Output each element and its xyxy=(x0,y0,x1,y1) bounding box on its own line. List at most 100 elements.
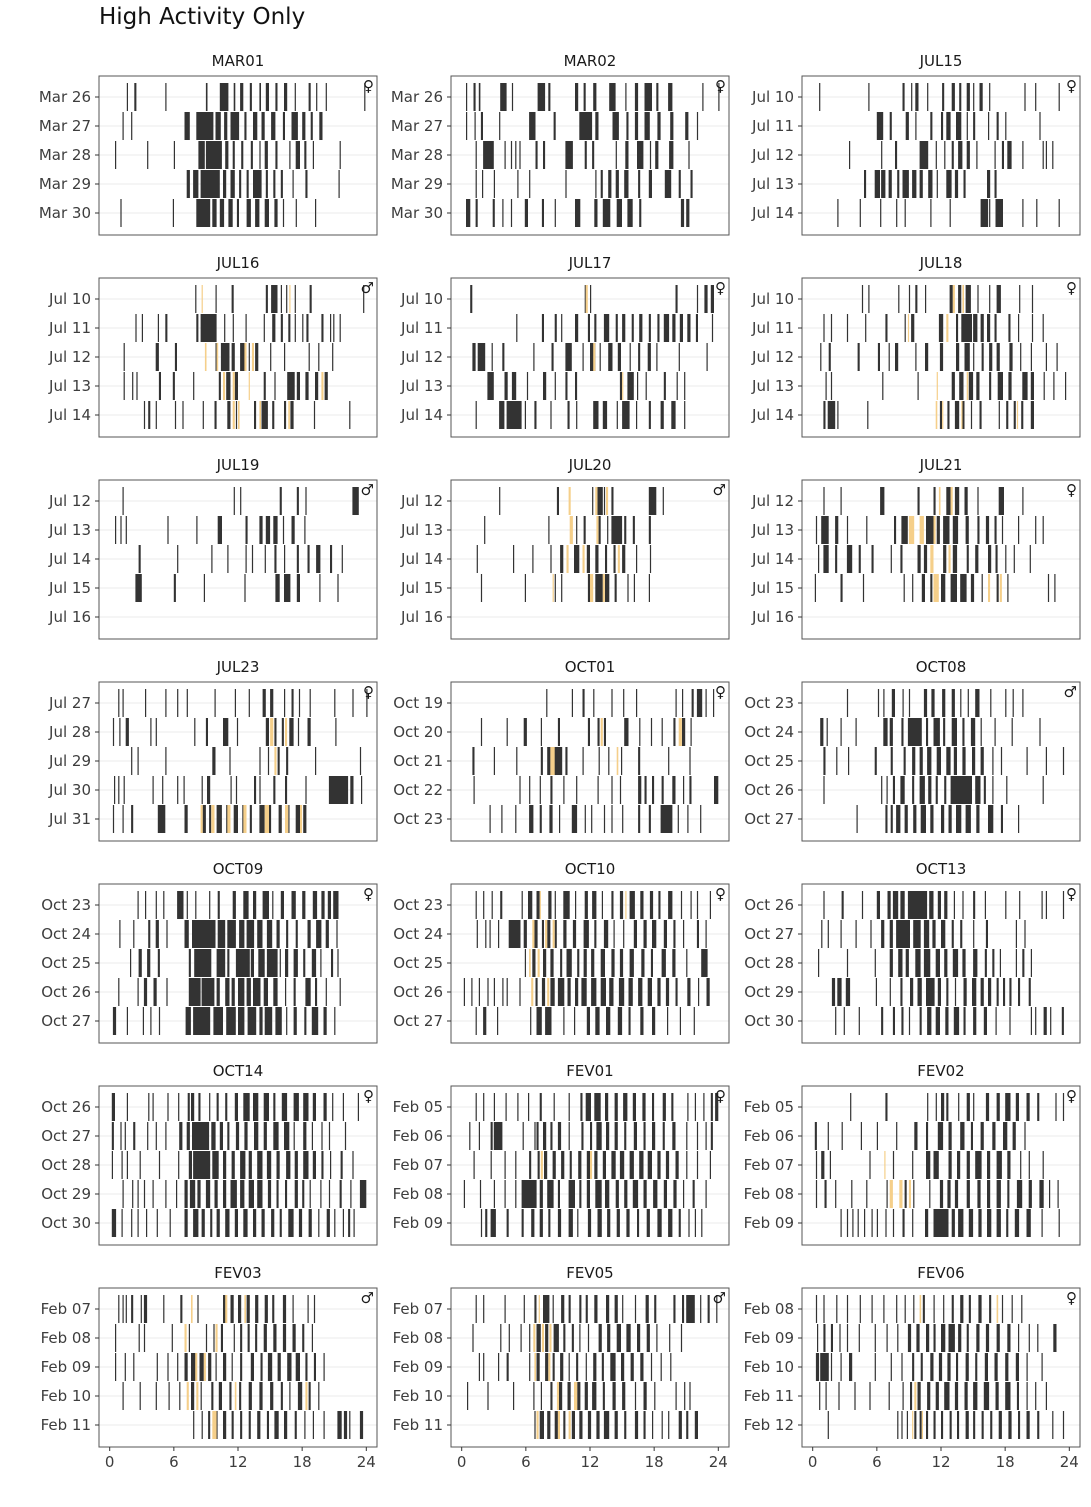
activity-bar xyxy=(900,776,905,804)
activity-bar xyxy=(243,1093,250,1121)
activity-bar xyxy=(541,199,544,227)
activity-bar xyxy=(215,285,217,313)
activity-bar xyxy=(1015,920,1017,948)
activity-bar xyxy=(506,1209,509,1237)
y-tick-label: Oct 27 xyxy=(41,1127,91,1145)
activity-bar xyxy=(227,401,231,429)
activity-bar xyxy=(983,776,986,804)
x-tick-label: 6 xyxy=(872,1453,882,1471)
activity-bar xyxy=(471,978,473,1006)
sex-symbol: ♂ xyxy=(361,481,374,499)
activity-bar xyxy=(933,1209,949,1237)
y-tick-label: Oct 26 xyxy=(41,983,91,1001)
activity-bar xyxy=(823,747,826,775)
activity-bar xyxy=(970,401,973,429)
activity-bar xyxy=(295,920,298,948)
activity-bar xyxy=(352,487,359,515)
activity-bar xyxy=(305,372,309,400)
activity-bar xyxy=(341,545,343,573)
activity-bar xyxy=(686,1151,688,1179)
highlight-bar xyxy=(211,805,215,833)
activity-bar xyxy=(579,112,593,140)
panel-title: JUL18 xyxy=(919,254,963,272)
activity-bar xyxy=(622,545,626,573)
sex-symbol: ♂ xyxy=(1064,683,1077,701)
highlight-bar xyxy=(568,487,571,515)
activity-bar xyxy=(156,1353,158,1381)
activity-bar xyxy=(999,949,1001,977)
activity-bar xyxy=(979,83,983,111)
activity-bar xyxy=(255,199,260,227)
activity-bar xyxy=(626,1324,631,1352)
activity-bar xyxy=(286,285,288,313)
activity-bar xyxy=(543,1122,547,1150)
activity-bar xyxy=(583,920,589,948)
activity-bar xyxy=(1016,1180,1023,1208)
activity-bar xyxy=(152,776,154,804)
activity-bar xyxy=(217,516,222,544)
activity-bar xyxy=(475,1295,477,1323)
activity-bar xyxy=(223,1151,227,1179)
activity-bar xyxy=(628,978,633,1006)
activity-bar xyxy=(476,920,478,948)
activity-bar xyxy=(611,891,614,919)
activity-bar xyxy=(223,1411,227,1439)
highlight-bar xyxy=(946,314,949,342)
activity-bar xyxy=(214,1180,218,1208)
activity-bar xyxy=(270,343,272,371)
activity-bar xyxy=(587,1411,592,1439)
activity-bar xyxy=(586,1007,590,1035)
activity-bar xyxy=(126,1151,128,1179)
activity-bar xyxy=(983,1382,990,1410)
activity-bar xyxy=(336,920,338,948)
activity-bar xyxy=(539,1180,543,1208)
activity-bar xyxy=(274,372,276,400)
activity-bar xyxy=(627,372,634,400)
activity-bar xyxy=(823,1295,825,1323)
y-tick-label: Oct 23 xyxy=(41,896,91,914)
activity-bar xyxy=(951,920,954,948)
activity-bar xyxy=(930,1353,934,1381)
activity-bar xyxy=(994,170,997,198)
activity-bar xyxy=(535,141,538,169)
activity-bar xyxy=(597,1209,602,1237)
activity-bar xyxy=(944,949,948,977)
activity-bar xyxy=(124,1353,126,1381)
activity-bar xyxy=(585,1093,591,1121)
activity-bar xyxy=(941,805,945,833)
activity-bar xyxy=(669,141,674,169)
activity-bar xyxy=(177,891,184,919)
activity-bar xyxy=(1001,1295,1004,1323)
activity-bar xyxy=(240,343,246,371)
activity-bar xyxy=(846,1295,849,1323)
activity-bar xyxy=(981,574,983,602)
activity-bar xyxy=(474,112,476,140)
activity-bar xyxy=(611,689,613,717)
activity-bar xyxy=(648,170,652,198)
activity-bar xyxy=(942,83,945,111)
activity-bar xyxy=(188,1324,190,1352)
activity-bar xyxy=(995,1382,999,1410)
activity-bar xyxy=(304,1007,307,1035)
activity-bar xyxy=(285,978,287,1006)
activity-bar xyxy=(840,718,842,746)
activity-bar xyxy=(526,372,529,400)
activity-bar xyxy=(987,170,991,198)
activity-bar xyxy=(1018,978,1021,1006)
activity-bar xyxy=(656,1324,658,1352)
activity-bar xyxy=(673,920,676,948)
activity-bar xyxy=(227,1122,230,1150)
y-tick-label: Feb 09 xyxy=(393,1358,443,1376)
activity-bar xyxy=(550,1382,553,1410)
activity-bar xyxy=(913,805,917,833)
activity-bar xyxy=(219,1122,223,1150)
activity-bar xyxy=(293,1093,299,1121)
activity-bar xyxy=(823,314,825,342)
activity-bar xyxy=(228,199,233,227)
activity-bar xyxy=(195,891,197,919)
activity-bar xyxy=(261,401,268,429)
activity-bar xyxy=(923,920,930,948)
activity-bar xyxy=(996,112,999,140)
activity-bar xyxy=(315,372,319,400)
